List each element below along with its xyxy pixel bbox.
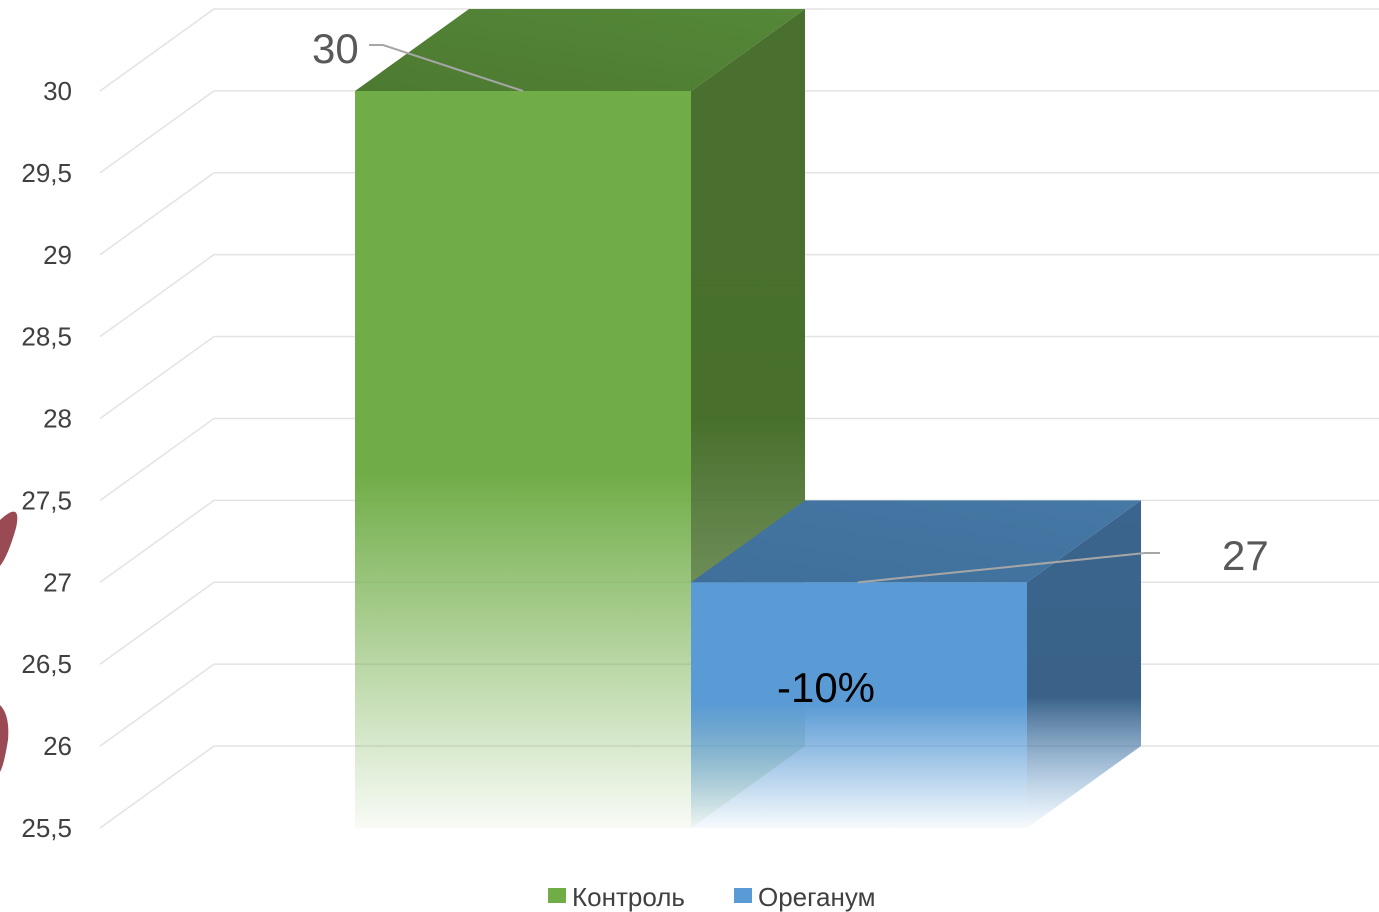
- decor-shape-upper: [0, 511, 18, 566]
- gridline-diagonal: [99, 254, 215, 338]
- y-tick-label: 29,5: [21, 158, 72, 188]
- y-tick-label: 28: [43, 404, 72, 434]
- y-axis: 25,5 26 26,5 27 27,5 28 28,5 29 29,5 30: [21, 76, 72, 843]
- data-label-oreganum: 27: [1222, 532, 1269, 579]
- legend-swatch-control: [548, 888, 566, 903]
- gridline-diagonal: [99, 745, 215, 829]
- data-label-control: 30: [312, 25, 359, 72]
- gridline-diagonal: [99, 499, 215, 583]
- gridline-diagonal: [99, 90, 215, 174]
- decor-shape-lower: [0, 705, 9, 772]
- y-tick-label: 26: [43, 731, 72, 761]
- leader-line-oreganum: [857, 552, 1160, 584]
- legend-swatch-oreganum: [734, 888, 752, 903]
- leader-line-control: [369, 44, 524, 92]
- y-tick-label: 25,5: [21, 813, 72, 843]
- gridline-diagonal: [99, 8, 215, 92]
- y-tick-label: 30: [43, 76, 72, 106]
- y-tick-label: 28,5: [21, 322, 72, 352]
- bar-front-oreganum: [691, 582, 1027, 828]
- legend-label-control: Контроль: [572, 882, 685, 912]
- bar-front-control: [355, 91, 691, 828]
- y-tick-label: 26,5: [21, 649, 72, 679]
- bar-top-control: [355, 9, 805, 91]
- bar-oreganum: [691, 500, 1141, 828]
- y-tick-label: 29: [43, 240, 72, 270]
- y-tick-label: 27: [43, 567, 72, 597]
- gridline-diagonal: [99, 335, 215, 420]
- bar-top-oreganum: [691, 500, 1141, 583]
- bars: 30 27 -10%: [312, 9, 1269, 828]
- gridline-diagonal: [99, 663, 215, 747]
- legend: Контроль Ореганум: [548, 882, 875, 912]
- gridline-diagonal: [99, 417, 215, 502]
- y-tick-label: 27,5: [21, 485, 72, 515]
- percent-change-annotation: -10%: [777, 664, 875, 711]
- legend-label-oreganum: Ореганум: [758, 882, 875, 912]
- bar-side-oreganum: [1027, 500, 1141, 828]
- gridline-diagonal: [99, 581, 215, 665]
- gridline-diagonal: [99, 172, 215, 256]
